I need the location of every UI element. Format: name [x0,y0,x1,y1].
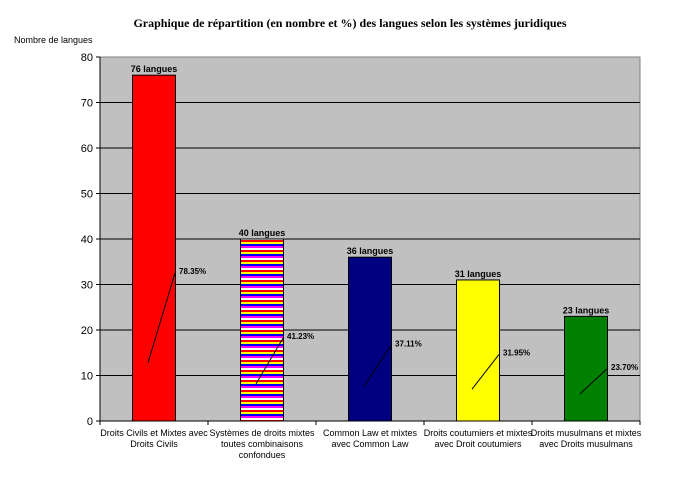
y-tick-label: 50 [81,189,93,201]
category-label: Droits Civils et Mixtes avec [100,428,208,438]
percent-label: 31.95% [503,348,530,357]
data-labels: 76 langues 78.35% 40 langues 41.23% 36 langu… [131,64,638,395]
y-tick-label: 0 [87,416,93,428]
y-axis-label: Nombre de langues [14,35,93,45]
leader-line [255,337,284,385]
y-tick-label: 70 [81,98,93,110]
chart-title: Graphique de répartition (en nombre et %… [133,16,567,30]
category-label: confondues [239,450,286,460]
y-tick-label: 30 [81,280,93,292]
category-label: Common Law et mixtes [323,428,418,438]
bar [132,74,176,422]
category-label: avec Droit coutumiers [434,439,522,449]
value-label: 23 langues [563,305,610,315]
y-tick-label: 40 [81,234,93,246]
category-label: avec Droits musulmans [539,439,633,449]
leader-line [147,272,176,363]
category-label: Droits musulmans et mixtes [531,428,642,438]
leader-line [363,345,392,387]
leader-line [471,354,500,390]
bar [240,238,284,422]
bar [564,315,608,422]
leader-line [579,368,608,395]
percent-label: 37.11% [395,339,422,348]
value-label: 36 langues [347,246,394,256]
percent-label: 23.70% [611,363,638,372]
bar [456,279,500,422]
category-label: avec Common Law [331,439,409,449]
bar [348,256,392,422]
category-label: Droits coutumiers et mixtes [424,428,533,438]
y-tick-label: 20 [81,325,93,337]
y-tick-label: 80 [81,52,93,64]
percent-label: 78.35% [179,267,206,276]
percent-label: 41.23% [287,332,314,341]
value-label: 31 langues [455,269,502,279]
y-tick-label: 60 [81,143,93,155]
value-label: 76 langues [131,64,178,74]
value-label: 40 langues [239,228,286,238]
category-label: Systèmes de droits mixtes [209,428,315,438]
category-label: toutes combinaisons [221,439,304,449]
category-label: Droits Civils [130,439,178,449]
y-tick-label: 10 [81,371,93,383]
bars [132,74,608,422]
